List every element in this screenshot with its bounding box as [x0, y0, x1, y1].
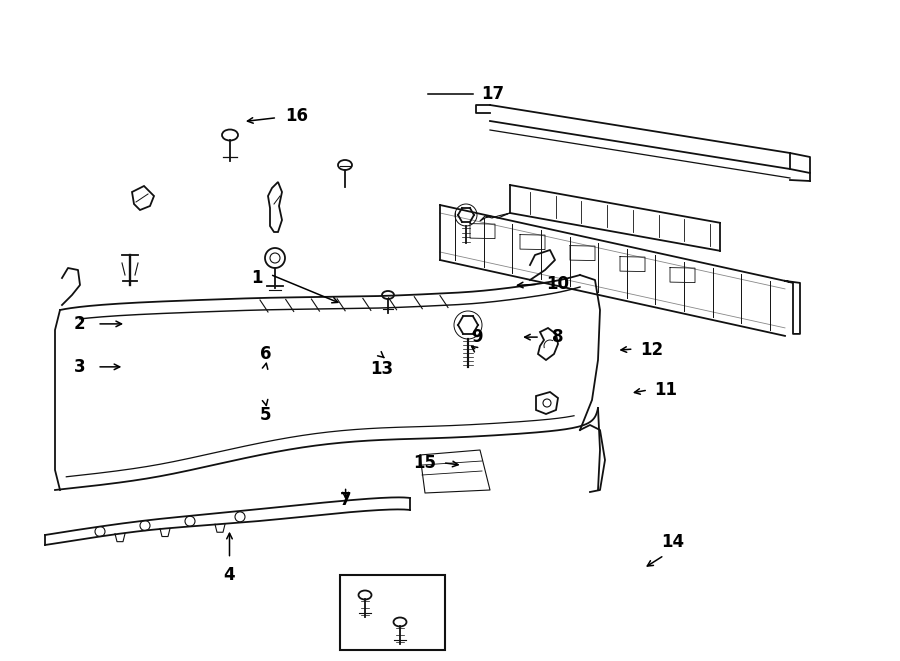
Text: 5: 5	[260, 406, 271, 424]
Text: 1: 1	[251, 268, 262, 287]
Text: 4: 4	[224, 566, 235, 584]
Text: 17: 17	[482, 85, 505, 103]
Text: 15: 15	[413, 453, 436, 472]
Text: 16: 16	[285, 106, 309, 125]
Text: 3: 3	[74, 358, 85, 376]
Text: 12: 12	[640, 341, 663, 360]
Text: 7: 7	[340, 490, 351, 509]
Text: 13: 13	[370, 360, 393, 378]
Text: 9: 9	[472, 328, 482, 346]
Bar	[340, 575, 445, 650]
Text: 8: 8	[553, 328, 563, 346]
Text: 6: 6	[260, 344, 271, 363]
Text: 11: 11	[654, 381, 678, 399]
Text: 2: 2	[74, 315, 85, 333]
Text: 14: 14	[662, 533, 685, 551]
Text: 10: 10	[546, 275, 570, 293]
